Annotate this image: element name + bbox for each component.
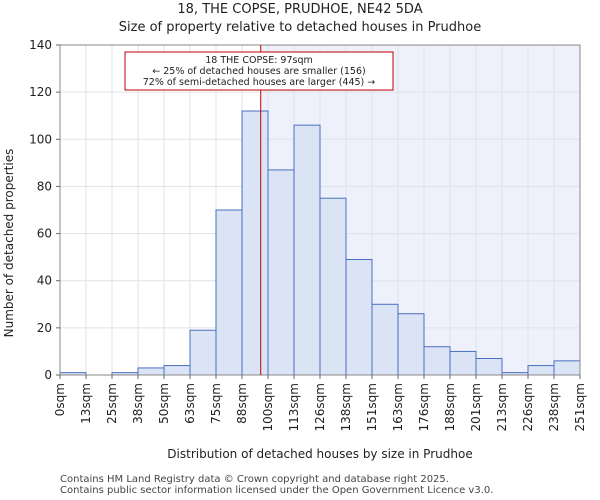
x-tick-label-88sqm: 88sqm [235,383,249,424]
y-axis-ticks: 0 20 40 60 80 100 120 140 [29,38,60,382]
x-tick-label-126sqm: 126sqm [313,383,327,431]
annotation-box [124,51,394,91]
x-tick-label-38sqm: 38sqm [131,383,145,424]
bar-188sqm [449,350,477,376]
bar-113sqm [293,124,321,376]
chart-title: 18, THE COPSE, PRUDHOE, NE42 5DA [177,2,423,17]
y-tick-label: 20 [37,321,52,335]
annotation-line-3: 72% of semi-detached houses are larger (… [143,77,376,88]
y-tick-label: 60 [37,227,52,241]
x-tick-label-0sqm: 0sqm [53,383,67,416]
x-tick-label-63sqm: 63sqm [183,383,197,424]
bar-63sqm [189,329,217,376]
y-tick-label: 40 [37,274,52,288]
bar-75sqm [215,209,243,376]
x-tick-label-100sqm: 100sqm [261,383,275,431]
y-tick-label: 140 [29,38,52,52]
bar-201sqm [475,358,503,376]
x-tick-label-25sqm: 25sqm [105,383,119,424]
x-tick-label-50sqm: 50sqm [157,383,171,424]
x-tick-label-138sqm: 138sqm [339,383,353,431]
bar-138sqm [345,259,373,376]
y-axis-label: Number of detached properties [2,149,16,338]
bar-38sqm [137,367,165,376]
y-tick-label: 120 [29,85,52,99]
bar-50sqm [163,365,191,376]
x-tick-label-113sqm: 113sqm [287,383,301,431]
bars-group [59,110,581,376]
annotation-line-2: ← 25% of detached houses are smaller (15… [152,66,365,77]
footer-copyright: Contains HM Land Registry data © Crown c… [60,474,449,485]
x-tick-label-75sqm: 75sqm [209,383,223,424]
x-tick-label-163sqm: 163sqm [391,383,405,431]
x-tick-label-13sqm: 13sqm [79,383,93,424]
x-tick-label-226sqm: 226sqm [521,383,535,431]
bar-226sqm [527,365,555,376]
x-tick-label-213sqm: 213sqm [495,383,509,431]
bar-126sqm [319,197,347,376]
bar-238sqm [553,360,581,376]
bar-163sqm [397,313,425,376]
x-tick-label-188sqm: 188sqm [443,383,457,431]
x-axis-label: Distribution of detached houses by size … [167,447,472,461]
bar-176sqm [423,346,451,376]
chart-subtitle: Size of property relative to detached ho… [118,20,482,35]
y-tick-label: 100 [29,132,52,146]
x-tick-label-201sqm: 201sqm [469,383,483,431]
x-tick-label-176sqm: 176sqm [417,383,431,431]
x-tick-label-251sqm: 251sqm [573,383,587,431]
x-tick-label-238sqm: 238sqm [547,383,561,431]
y-tick-label: 0 [44,368,52,382]
y-tick-label: 80 [37,179,52,193]
bar-88sqm [241,110,269,376]
x-tick-label-151sqm: 151sqm [365,383,379,431]
bar-151sqm [371,303,399,376]
annotation-line-1: 18 THE COPSE: 97sqm [205,55,313,66]
bar-100sqm [267,169,295,376]
footer-licence: Contains public sector information licen… [60,485,494,496]
x-axis-ticks: 0sqm 13sqm 25sqm 38sqm 50sqm 63sqm 75sqm 88sqm 1… [53,375,587,431]
